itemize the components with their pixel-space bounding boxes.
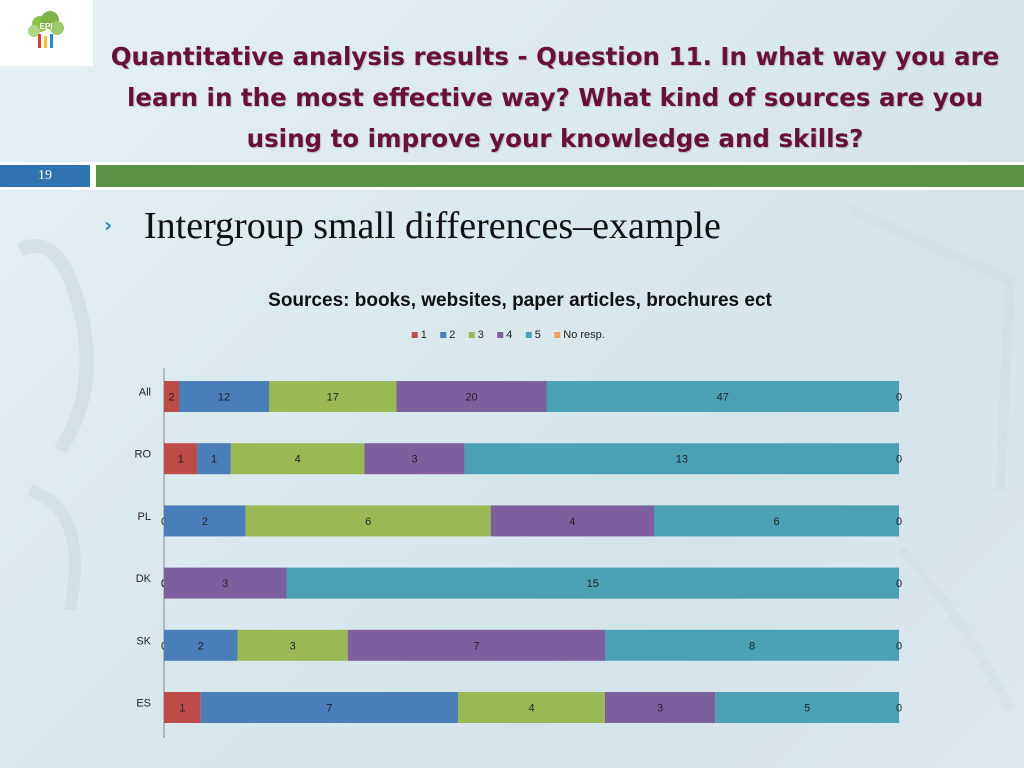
bar-segment-ro-3 [230, 443, 365, 475]
bar-segment-es-2 [200, 692, 458, 723]
data-label-sk-5: 8 [749, 640, 755, 652]
data-label-sk-4: 7 [473, 640, 479, 652]
data-label-es-6: 0 [896, 703, 902, 715]
category-label-dk: DK [136, 573, 152, 585]
legend-label-4: 4 [506, 329, 512, 341]
data-label-es-5: 5 [804, 703, 810, 715]
chart-bars: All2121720470RO1143130PL026460DK0003150S… [135, 381, 902, 723]
data-label-all-3: 17 [327, 392, 339, 404]
data-label-all-5: 47 [717, 392, 729, 404]
tree-logo-icon: EPI [28, 11, 64, 48]
legend-swatch-5 [525, 332, 532, 338]
data-label-dk-5: 15 [587, 578, 599, 590]
bar-segment-dk-5 [286, 567, 899, 599]
bullet-text: Intergroup small differences–example [144, 205, 721, 247]
slide-title: Quantitative analysis results - Question… [110, 42, 1000, 153]
bar-segment-sk-4 [347, 629, 605, 661]
data-label-es-3: 4 [528, 703, 534, 715]
bar-segment-all-4 [396, 381, 547, 412]
bar-segment-es-3 [458, 692, 605, 723]
chart-legend: 1 2 3 4 5 No resp. [411, 329, 605, 341]
bar-segment-all-1 [164, 381, 179, 412]
bar-segment-all-2 [179, 381, 269, 412]
bar-segment-all-3 [269, 381, 397, 412]
chart-title: Sources: books, websites, paper articles… [268, 290, 772, 311]
logo: EPI [0, 0, 93, 66]
data-label-pl-3: 6 [365, 516, 371, 528]
data-label-all-6: 0 [896, 392, 902, 404]
data-label-es-2: 7 [326, 703, 332, 715]
data-label-ro-2: 1 [211, 454, 217, 466]
slide-number: 19 [0, 165, 90, 187]
bar-segment-pl-4 [490, 505, 654, 537]
legend-swatch-2 [440, 332, 447, 338]
data-label-ro-6: 0 [896, 454, 902, 466]
legend-label-6: No resp. [563, 329, 605, 341]
data-label-pl-4: 4 [569, 516, 575, 528]
data-label-all-1: 2 [168, 392, 174, 404]
data-label-all-2: 12 [218, 392, 230, 404]
data-label-dk-4: 3 [222, 578, 228, 590]
category-label-sk: SK [136, 635, 151, 647]
category-label-ro: RO [135, 449, 152, 461]
category-label-all: All [139, 387, 151, 399]
data-label-pl-6: 0 [896, 516, 902, 528]
data-label-pl-5: 6 [773, 516, 779, 528]
bar-segment-ro-1 [164, 443, 198, 475]
data-label-sk-2: 2 [198, 640, 204, 652]
legend-swatch-6 [554, 332, 561, 338]
legend-swatch-3 [468, 332, 475, 338]
legend-swatch-1 [411, 332, 418, 338]
bar-segment-sk-2 [164, 629, 238, 661]
legend-label-5: 5 [535, 329, 541, 341]
data-label-ro-3: 4 [295, 454, 301, 466]
bar-segment-dk-4 [164, 567, 287, 599]
logo-text: EPI [40, 22, 53, 31]
bar-segment-ro-2 [197, 443, 231, 475]
data-label-sk-6: 0 [896, 640, 902, 652]
data-label-dk-6: 0 [896, 578, 902, 590]
data-label-ro-5: 13 [676, 454, 688, 466]
data-label-es-4: 3 [657, 703, 663, 715]
data-label-ro-4: 3 [412, 454, 418, 466]
bar-segment-sk-5 [605, 629, 899, 661]
data-label-all-4: 20 [465, 392, 477, 404]
bar-segment-sk-3 [237, 629, 348, 661]
bar-segment-es-1 [164, 692, 201, 723]
legend-label-1: 1 [421, 329, 427, 341]
data-label-es-1: 1 [179, 703, 185, 715]
bar-segment-ro-4 [364, 443, 465, 475]
legend-label-2: 2 [449, 329, 455, 341]
category-label-es: ES [136, 698, 151, 710]
bar-segment-es-4 [605, 692, 716, 723]
legend-label-3: 3 [478, 329, 484, 341]
bullet-arrow-icon: › [104, 213, 113, 237]
bar-segment-pl-2 [164, 505, 246, 537]
bar-segment-pl-5 [654, 505, 899, 537]
bar-segment-es-5 [715, 692, 899, 723]
legend-swatch-4 [497, 332, 504, 338]
data-label-pl-2: 2 [202, 516, 208, 528]
bar-segment-pl-3 [245, 505, 491, 537]
header-accent-bar [96, 165, 1024, 187]
category-label-pl: PL [138, 511, 151, 523]
bar-segment-ro-5 [464, 443, 899, 475]
data-label-sk-3: 3 [290, 640, 296, 652]
data-label-ro-1: 1 [178, 454, 184, 466]
bar-segment-all-5 [546, 381, 899, 412]
